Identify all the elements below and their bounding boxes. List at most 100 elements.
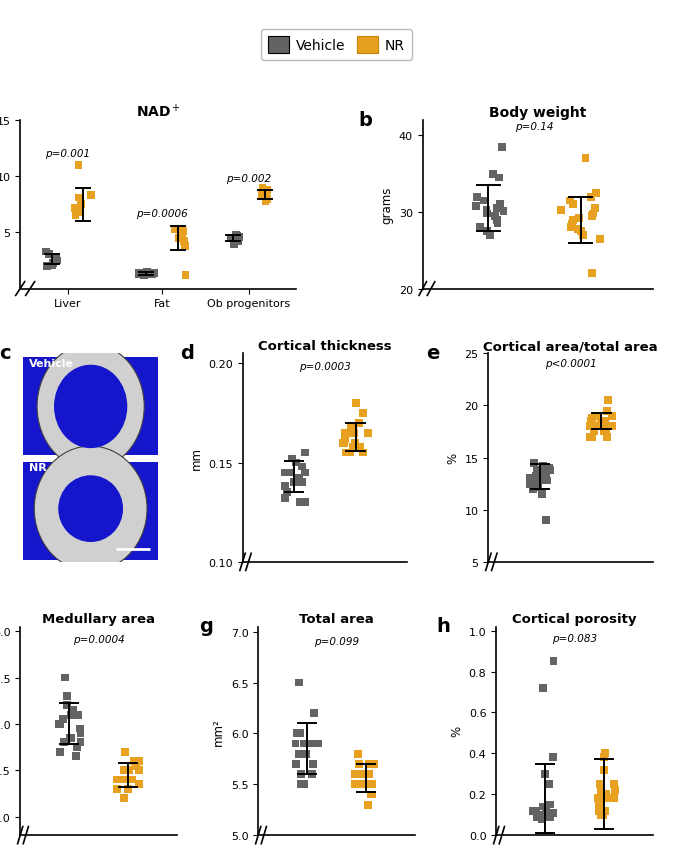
Point [134, 754, 145, 768]
Point [356, 767, 367, 781]
Point [290, 757, 301, 771]
Text: p=0.0006: p=0.0006 [137, 208, 188, 219]
Text: p=0.14: p=0.14 [516, 122, 554, 132]
Point [524, 472, 535, 486]
Point [488, 168, 499, 182]
Point [73, 191, 84, 205]
Y-axis label: %: % [446, 452, 459, 463]
Point [70, 209, 81, 223]
Point [59, 735, 69, 749]
Point [603, 393, 614, 407]
Point [291, 456, 302, 470]
Point [541, 474, 552, 488]
Point [54, 717, 65, 731]
FancyBboxPatch shape [23, 358, 158, 456]
Title: NAD$^+$: NAD$^+$ [136, 102, 180, 120]
Point [131, 759, 142, 772]
Point [493, 171, 504, 185]
Point [586, 190, 597, 204]
Point [111, 782, 122, 796]
Point [60, 671, 71, 684]
Point [536, 487, 547, 501]
Point [361, 777, 372, 791]
Point [279, 480, 290, 493]
Point [290, 737, 301, 751]
Point [85, 189, 96, 203]
Point [601, 791, 612, 805]
Ellipse shape [37, 344, 144, 469]
Point [345, 446, 355, 460]
Point [536, 467, 547, 480]
Point [294, 676, 305, 690]
Text: d: d [180, 344, 194, 362]
Text: Vehicle: Vehicle [29, 359, 73, 369]
Point [544, 463, 555, 477]
Point [595, 232, 606, 246]
Point [600, 746, 611, 760]
Point [180, 239, 190, 253]
Point [170, 223, 180, 237]
Point [341, 426, 351, 440]
Point [52, 254, 63, 268]
Point [348, 440, 359, 454]
Point [231, 228, 242, 242]
Point [134, 764, 145, 777]
Point [116, 772, 127, 786]
Point [299, 446, 310, 460]
Point [353, 417, 364, 430]
Ellipse shape [54, 365, 127, 449]
Text: NR: NR [29, 462, 46, 472]
Point [479, 195, 490, 208]
Text: p=0.0004: p=0.0004 [73, 635, 125, 645]
Point [471, 190, 482, 204]
Point [295, 496, 306, 510]
Title: Total area: Total area [299, 613, 374, 626]
Point [363, 767, 374, 781]
Point [73, 159, 84, 173]
Point [118, 791, 129, 805]
Point [297, 476, 308, 490]
Point [606, 410, 617, 424]
Point [142, 265, 153, 279]
Point [340, 426, 351, 440]
Point [293, 472, 304, 486]
Title: Cortical area/total area: Cortical area/total area [483, 340, 658, 353]
Point [565, 221, 576, 235]
Point [313, 737, 324, 751]
Point [363, 757, 374, 771]
Point [592, 410, 602, 424]
Point [575, 225, 586, 238]
Point [567, 214, 578, 228]
Point [599, 763, 610, 777]
Text: p=0.083: p=0.083 [552, 633, 597, 643]
Point [42, 260, 52, 274]
Point [297, 747, 308, 761]
Text: c: c [0, 344, 11, 362]
Point [129, 754, 140, 768]
Point [111, 782, 122, 796]
Point [308, 757, 318, 771]
Point [532, 480, 542, 494]
Point [260, 190, 271, 204]
Point [353, 747, 363, 761]
Point [75, 727, 86, 740]
Point [593, 804, 604, 818]
Point [133, 777, 144, 791]
Point [600, 791, 611, 805]
Text: p=0.0003: p=0.0003 [299, 362, 351, 372]
Point [349, 437, 360, 450]
Point [61, 690, 72, 703]
Point [295, 767, 306, 781]
Point [351, 397, 361, 411]
Point [299, 777, 310, 791]
Title: Medullary area: Medullary area [42, 613, 155, 626]
Point [285, 466, 295, 480]
Point [67, 703, 78, 717]
Point [366, 788, 377, 802]
Title: Cortical thickness: Cortical thickness [258, 340, 392, 353]
Point [544, 808, 555, 821]
Point [112, 772, 122, 786]
Point [585, 430, 596, 444]
Point [492, 217, 503, 231]
Point [574, 212, 585, 226]
